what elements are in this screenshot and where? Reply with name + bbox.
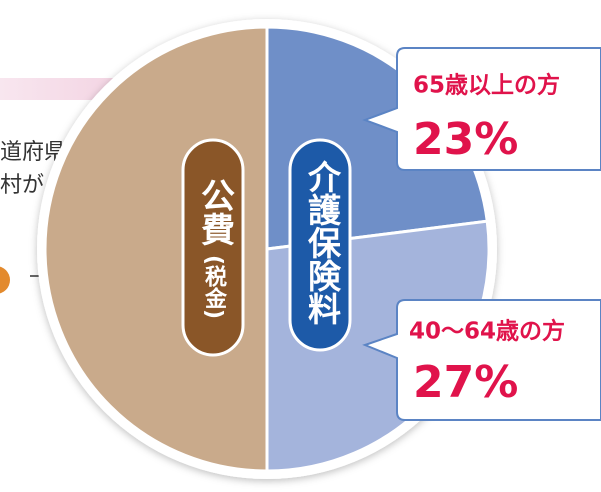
pill	[288, 138, 352, 352]
left-text: 村が	[0, 173, 44, 198]
callout-label: 40〜64歳の方	[409, 318, 565, 345]
callout	[362, 299, 601, 421]
pill	[181, 138, 245, 357]
pie-slice	[43, 25, 269, 473]
pill-label: 介護保険料	[303, 160, 342, 325]
pill-label: 公費	[195, 178, 235, 246]
callout	[362, 47, 601, 171]
callout-label: 65歳以上の方	[413, 72, 560, 99]
value-label: 27%	[413, 357, 518, 408]
pill-sub: (税金)	[201, 255, 228, 319]
value-label: 23%	[413, 114, 518, 165]
icon	[0, 266, 10, 294]
